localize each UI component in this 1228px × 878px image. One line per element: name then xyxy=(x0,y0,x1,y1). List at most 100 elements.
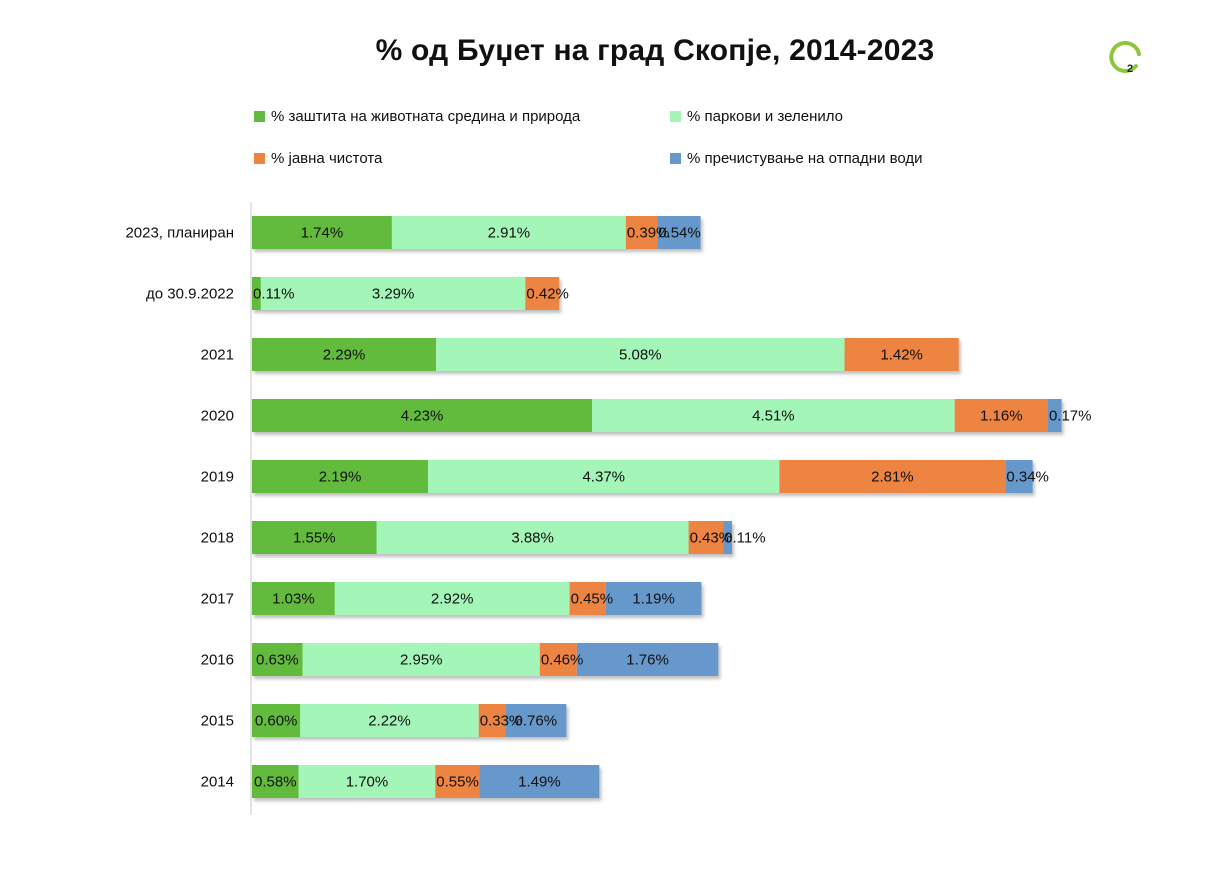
data-label: 4.23% xyxy=(401,408,444,425)
data-label: 3.88% xyxy=(511,530,554,547)
category-label: 2020 xyxy=(201,408,234,425)
bar-segment xyxy=(478,704,506,737)
data-label: 4.51% xyxy=(752,408,795,425)
bar-segment xyxy=(300,704,479,737)
bar-segment xyxy=(569,582,606,615)
bar-stack xyxy=(252,521,732,554)
data-label: 0.34% xyxy=(1006,469,1049,486)
legend-item-wastewater: % пречистување на отпадни води xyxy=(670,150,923,167)
category-label: 2018 xyxy=(201,530,234,547)
bar-segment xyxy=(435,765,480,798)
bar-segment xyxy=(723,521,732,554)
bar-segment xyxy=(844,338,959,371)
data-label: 1.03% xyxy=(272,591,315,608)
data-label: 1.19% xyxy=(632,591,675,608)
bar-segment xyxy=(252,643,303,676)
data-label: 1.49% xyxy=(518,774,561,791)
data-label: 0.60% xyxy=(255,713,298,730)
bar-segment xyxy=(525,277,560,310)
data-label: 0.11% xyxy=(724,530,765,547)
bar-segment xyxy=(302,643,540,676)
category-label: 2016 xyxy=(201,652,234,669)
data-label: 1.55% xyxy=(293,530,336,547)
data-label: 0.11% xyxy=(253,286,294,303)
bar-stack xyxy=(252,399,1062,432)
data-label: 1.70% xyxy=(346,774,389,791)
data-label: 2.22% xyxy=(368,713,411,730)
data-label: 2.81% xyxy=(871,469,914,486)
legend-item-parks: % паркови и зеленило xyxy=(670,108,843,125)
legend-label: % заштита на животната средина и природа xyxy=(271,108,581,125)
bar-stack xyxy=(252,277,560,310)
bar-segment xyxy=(625,216,658,249)
data-label: 0.17% xyxy=(1049,408,1092,425)
legend-label: % паркови и зеленило xyxy=(687,108,844,125)
bar-segment xyxy=(298,765,436,798)
bar-segment xyxy=(1005,460,1033,493)
data-label: 1.42% xyxy=(880,347,923,364)
data-label: 0.45% xyxy=(571,591,614,608)
data-label: 0.33% xyxy=(480,713,523,730)
legend-label: % јавна чистота xyxy=(271,150,383,167)
bar-segment xyxy=(479,765,600,798)
bar-stack xyxy=(252,582,702,615)
bar-segment xyxy=(688,521,724,554)
data-label: 2.95% xyxy=(400,652,443,669)
bar-segment xyxy=(252,216,392,249)
data-label: 0.42% xyxy=(526,286,569,303)
bar-segment xyxy=(592,399,955,432)
bar-segment xyxy=(954,399,1048,432)
bar-segment xyxy=(252,704,301,737)
bar-segment xyxy=(391,216,626,249)
legend-swatch xyxy=(254,153,265,164)
category-label: 2019 xyxy=(201,469,234,486)
legend-item-environment: % заштита на животната средина и природа xyxy=(254,108,580,125)
data-label: 2.19% xyxy=(319,469,362,486)
bar-segment xyxy=(252,582,335,615)
bar-segment xyxy=(252,399,593,432)
bar-stack xyxy=(252,338,959,371)
page-badge-ring-icon xyxy=(1109,40,1141,73)
bar-segment xyxy=(657,216,701,249)
data-label: 1.16% xyxy=(980,408,1023,425)
bar-stack xyxy=(252,704,567,737)
bar-stack xyxy=(252,460,1033,493)
data-label: 2.92% xyxy=(431,591,474,608)
category-label: 2017 xyxy=(201,591,234,608)
data-label: 2.91% xyxy=(488,225,531,242)
bar-segment xyxy=(779,460,1006,493)
data-label: 3.29% xyxy=(372,286,415,303)
data-label: 0.39% xyxy=(627,225,670,242)
legend-item-cleaning: % јавна чистота xyxy=(254,150,382,167)
chart-title: % од Буџет на град Скопје, 2014-2023 xyxy=(375,34,935,67)
bar-segment xyxy=(605,582,702,615)
data-label: 4.37% xyxy=(582,469,625,486)
legend-swatch xyxy=(254,111,265,122)
bar-segment xyxy=(539,643,577,676)
bar-segment xyxy=(334,582,570,615)
bar-segment xyxy=(505,704,567,737)
data-label: 5.08% xyxy=(619,347,662,364)
bar-segment xyxy=(252,277,261,310)
legend-swatch xyxy=(670,111,681,122)
data-label: 0.63% xyxy=(256,652,299,669)
bar-segment xyxy=(376,521,689,554)
category-label: 2021 xyxy=(201,347,234,364)
bar-segment xyxy=(252,460,429,493)
data-label: 1.74% xyxy=(301,225,344,242)
data-label: 0.76% xyxy=(515,713,558,730)
category-label: 2023, планиран xyxy=(125,225,234,242)
bar-segment xyxy=(252,338,437,371)
category-label: 2015 xyxy=(201,713,234,730)
bar-stack xyxy=(252,643,719,676)
category-label: до 30.9.2022 xyxy=(146,286,234,303)
data-label: 0.43% xyxy=(690,530,733,547)
data-label: 0.55% xyxy=(436,774,479,791)
legend-swatch xyxy=(670,153,681,164)
data-label: 2.29% xyxy=(323,347,366,364)
bar-segment xyxy=(252,521,377,554)
bar-segment xyxy=(260,277,526,310)
data-label: 0.58% xyxy=(254,774,297,791)
bar-segment xyxy=(1047,399,1062,432)
